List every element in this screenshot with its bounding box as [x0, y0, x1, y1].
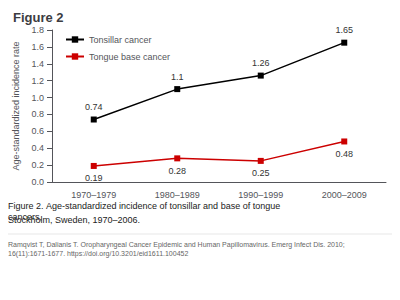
svg-text:2000–2009: 2000–2009	[322, 190, 367, 200]
svg-text:Age-standardized incidence rat: Age-standardized incidence rate	[11, 41, 21, 170]
svg-text:1970–1979: 1970–1979	[71, 190, 116, 200]
svg-text:Ramqvist T, Dalianis T. Oropha: Ramqvist T, Dalianis T. Oropharyngeal Ca…	[8, 241, 345, 249]
svg-text:Stockholm, Sweden, 1970–2006.: Stockholm, Sweden, 1970–2006.	[8, 215, 140, 225]
svg-text:1990–1999: 1990–1999	[238, 190, 283, 200]
svg-text:Figure 2. Age-standardized inc: Figure 2. Age-standardized incidence of …	[8, 201, 283, 211]
svg-text:0.74: 0.74	[85, 102, 103, 112]
svg-text:0.2: 0.2	[31, 160, 44, 170]
svg-text:1.4: 1.4	[31, 59, 44, 69]
svg-text:16(11):1671-1677. https://doi.: 16(11):1671-1677. https://doi.org/10.320…	[8, 250, 188, 258]
svg-text:1.1: 1.1	[171, 72, 184, 82]
svg-text:0.4: 0.4	[31, 143, 44, 153]
svg-text:1.0: 1.0	[31, 93, 44, 103]
svg-text:0.0: 0.0	[31, 177, 44, 187]
svg-text:Tonsillar cancer: Tonsillar cancer	[89, 35, 152, 45]
svg-text:0.19: 0.19	[85, 173, 103, 183]
svg-text:1.6: 1.6	[31, 42, 44, 52]
svg-text:1980–1989: 1980–1989	[155, 190, 200, 200]
svg-text:0.28: 0.28	[168, 166, 186, 176]
svg-text:0.48: 0.48	[335, 149, 353, 159]
svg-text:1.65: 1.65	[335, 25, 353, 35]
svg-text:0.8: 0.8	[31, 109, 44, 119]
svg-text:1.8: 1.8	[31, 25, 44, 35]
svg-text:0.25: 0.25	[252, 168, 270, 178]
svg-text:1.26: 1.26	[252, 58, 270, 68]
svg-text:1.2: 1.2	[31, 76, 44, 86]
svg-text:Figure 2: Figure 2	[13, 10, 64, 25]
svg-text:Tongue base cancer: Tongue base cancer	[89, 52, 170, 62]
svg-text:0.6: 0.6	[31, 126, 44, 136]
